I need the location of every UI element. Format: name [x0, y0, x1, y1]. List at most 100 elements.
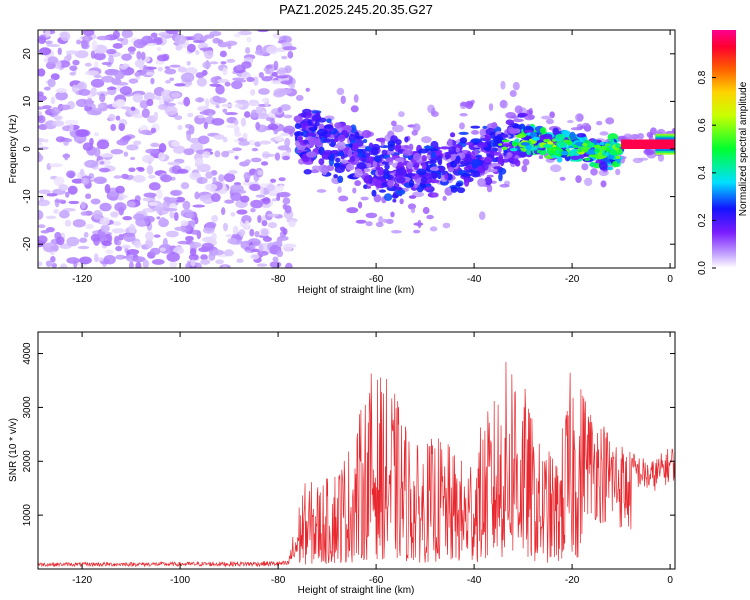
spectrogram-cell: [476, 142, 488, 148]
spectrogram-cell: [94, 253, 99, 263]
spectrogram-cell: [279, 226, 286, 232]
spectrogram-cell: [79, 256, 92, 265]
spectrogram-cell: [65, 191, 70, 198]
spectrogram-cell: [194, 216, 199, 225]
spectrogram-cell: [520, 142, 530, 146]
spectrogram-cell: [163, 208, 178, 212]
colorbar-tick-label: 0.2: [697, 213, 708, 227]
spectrogram-cell: [241, 61, 252, 69]
spectrogram-cell: [133, 213, 146, 221]
spectrogram-cell: [274, 152, 281, 161]
spectrogram-cell: [250, 157, 262, 163]
spectrogram-cell: [121, 106, 131, 110]
spectrogram-cell: [257, 215, 262, 224]
spectrogram-cell: [454, 158, 460, 164]
spectrogram-cell: [391, 124, 404, 133]
spectrogram-cell: [78, 88, 91, 96]
spectrogram-cell: [498, 167, 507, 175]
spectrogram-cell: [82, 142, 94, 151]
spectrogram-cell: [351, 142, 359, 151]
spectrogram-cell: [133, 140, 142, 146]
spectrogram-cell: [108, 113, 116, 122]
spectrogram-cell: [486, 174, 494, 178]
spectrogram-cell: [50, 255, 56, 263]
colorbar-ticks: 0.0 0.2 0.4 0.6 0.8: [697, 70, 716, 275]
spectrogram-cell: [224, 112, 238, 116]
spectrogram-cell: [232, 225, 239, 235]
spectrogram-cell: [272, 32, 281, 39]
spectrogram-cell: [65, 50, 79, 55]
spectrogram-cell: [305, 132, 317, 137]
spectrogram-cell: [604, 143, 612, 147]
spectrogram-cell: [105, 249, 114, 255]
spectrogram-cell: [180, 182, 190, 190]
spectrogram-cell: [638, 157, 649, 161]
chart-title: PAZ1.2025.245.20.35.G27: [279, 2, 433, 17]
spectrogram-y-tick-label: -10: [22, 189, 33, 204]
spectrogram-cell: [512, 118, 524, 123]
spectrogram-cell: [289, 84, 296, 89]
spectrogram-cell: [471, 130, 480, 135]
spectrogram-cell: [230, 184, 244, 193]
spectrogram-cell: [584, 157, 591, 162]
spectrogram-cell: [323, 124, 333, 129]
spectrogram-cell: [323, 138, 332, 143]
spectrogram-cell: [183, 96, 191, 107]
spectrogram-cell: [377, 166, 384, 176]
spectrogram-cell: [250, 89, 256, 96]
spectrogram-cell: [76, 39, 82, 45]
spectrogram-cell: [205, 171, 213, 179]
spectrogram-cell: [338, 195, 349, 202]
spectrogram-cell: [165, 30, 179, 35]
spectrogram-cell: [630, 133, 640, 140]
spectrogram-cell: [326, 118, 332, 124]
spectrogram-cell: [437, 159, 443, 166]
spectrogram-cell: [498, 172, 503, 182]
spectrogram-cell: [90, 78, 105, 88]
spectrogram-cell: [547, 141, 554, 145]
spectrogram-cell: [543, 143, 553, 149]
spectrogram-cell: [44, 30, 51, 38]
spectrogram-cell: [115, 185, 125, 194]
spectrogram-cell: [184, 81, 192, 86]
spectrogram-cell: [575, 175, 582, 184]
spectrogram-cell: [559, 176, 566, 181]
spectrogram-cell: [588, 142, 595, 148]
spectrogram-cell: [318, 117, 327, 123]
spectrogram-cell: [150, 247, 161, 255]
spectrogram-cell: [186, 60, 191, 66]
spectrogram-cell: [99, 167, 111, 173]
spectrogram-cell: [514, 159, 521, 167]
spectrogram-cell: [418, 148, 429, 154]
colorbar: 0.0 0.2 0.4 0.6 0.8 Normalized spectral ampl…: [697, 30, 749, 275]
spectrogram-cell: [96, 139, 110, 150]
spectrogram-cell: [479, 156, 485, 161]
spectrogram-cell: [45, 215, 57, 220]
spectrogram-cell: [311, 165, 321, 171]
spectrogram-cell: [174, 34, 187, 45]
spectrogram-cell: [489, 150, 495, 156]
spectrogram-cell: [374, 179, 383, 189]
spectrogram-cell: [478, 211, 486, 221]
spectrogram-cell: [532, 136, 540, 141]
spectrogram-cell: [180, 72, 195, 83]
spectrogram-cell: [240, 117, 247, 127]
spectrogram-cell: [111, 228, 126, 234]
spectrogram-cell: [128, 223, 136, 234]
snr-y-tick-label: 1000: [22, 504, 33, 527]
spectrogram-cell: [110, 148, 124, 155]
spectrogram-cell: [256, 30, 269, 33]
spectrogram-cell: [270, 178, 277, 183]
spectrogram-cell: [121, 244, 131, 249]
spectrogram-cell: [439, 146, 451, 150]
spectrogram-cell: [225, 234, 233, 238]
spectrogram-cell: [348, 143, 353, 148]
spectrogram-cell: [515, 134, 525, 139]
spectrogram-cell: [208, 252, 216, 261]
spectrogram-cell: [496, 130, 502, 135]
spectrogram-cell: [268, 221, 278, 229]
spectrogram-cell: [69, 71, 76, 76]
spectrogram-cell: [414, 162, 420, 169]
spectrogram-cell: [525, 144, 532, 151]
spectrogram-cell: [132, 256, 146, 263]
